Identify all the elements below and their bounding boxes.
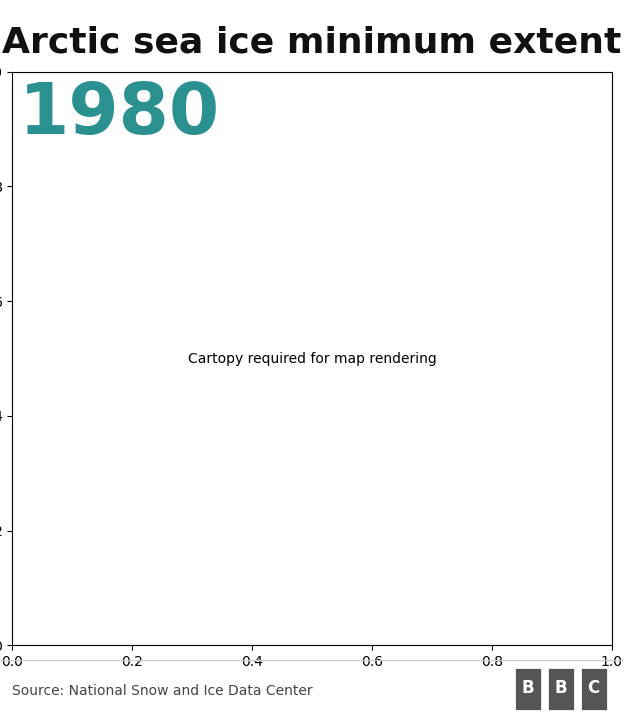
Text: 1980: 1980: [19, 80, 220, 149]
Text: Cartopy required for map rendering: Cartopy required for map rendering: [188, 351, 436, 366]
FancyBboxPatch shape: [580, 667, 608, 711]
Text: C: C: [587, 679, 600, 698]
FancyBboxPatch shape: [547, 667, 575, 711]
FancyBboxPatch shape: [514, 667, 542, 711]
Text: B: B: [521, 679, 534, 698]
Text: Arctic sea ice minimum extent: Arctic sea ice minimum extent: [2, 26, 622, 60]
Text: B: B: [554, 679, 567, 698]
Text: Source: National Snow and Ice Data Center: Source: National Snow and Ice Data Cente…: [12, 684, 313, 698]
